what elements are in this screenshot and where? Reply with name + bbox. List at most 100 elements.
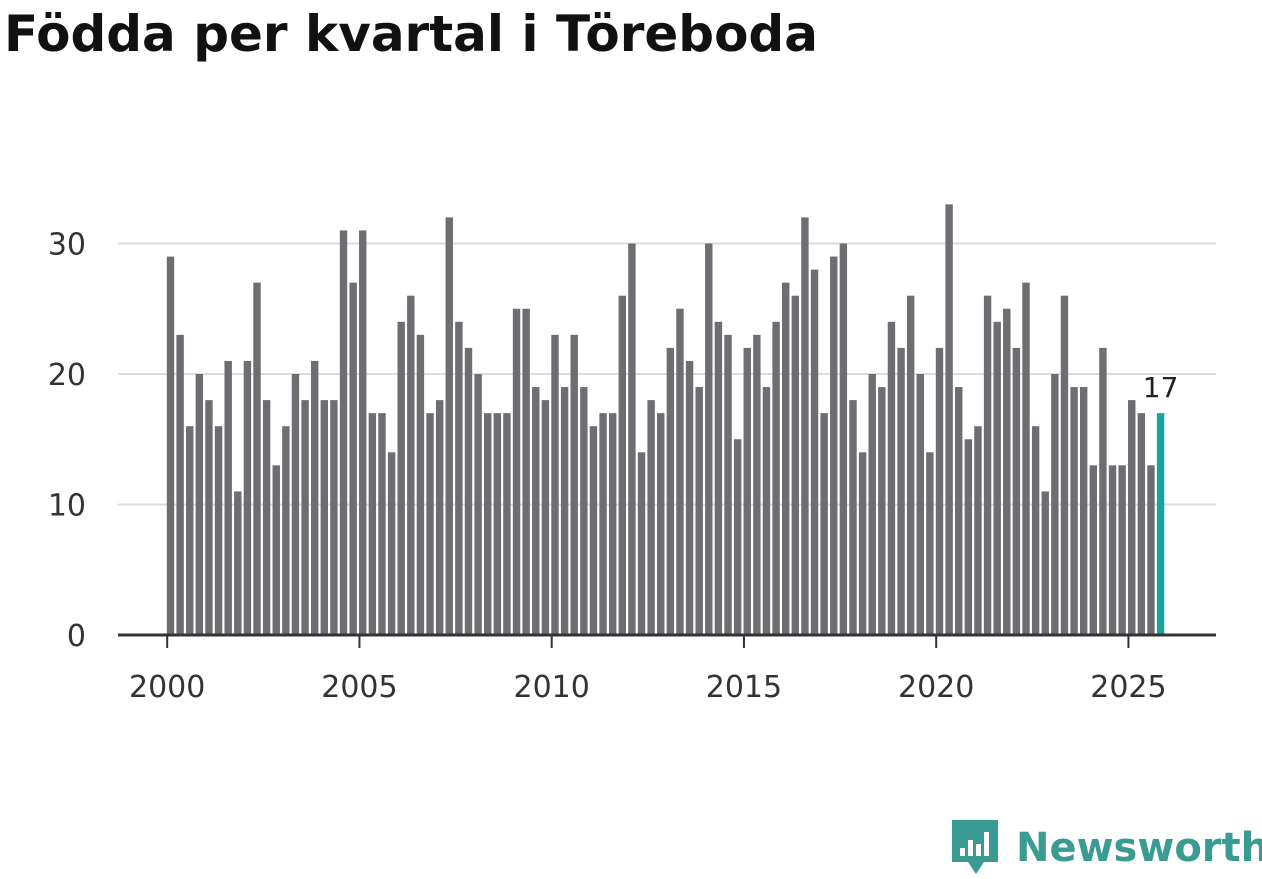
y-tick-label: 10 [48,489,86,524]
bar [830,256,838,635]
bar [195,374,204,635]
x-tick-label: 2015 [706,670,782,705]
bar [955,387,963,635]
bar [647,400,655,635]
bar [186,426,194,635]
bar [272,465,280,635]
bar [512,308,521,635]
y-axis-ticks: 0 10 20 30 [48,228,86,655]
bar [916,374,924,635]
bar [301,400,309,635]
bar [782,282,790,635]
bar [243,360,252,635]
bar-chart-speech-bubble-icon [952,820,998,874]
bar [522,308,530,635]
bar [820,413,828,635]
bar [791,295,800,635]
bar [801,217,809,635]
bar [733,439,742,635]
bar [541,400,550,635]
x-tick-label: 2005 [321,670,397,705]
bar [455,321,463,635]
bar [378,413,386,635]
y-tick-label: 20 [48,358,86,393]
bar [1118,465,1126,635]
bar [762,387,771,635]
bar [695,387,703,635]
bar [1022,282,1030,635]
bar [714,321,723,635]
bar [407,295,415,635]
bar [974,426,982,635]
bar [906,295,915,635]
bar [1070,387,1078,635]
bar [397,321,405,635]
bar [234,491,242,635]
bar [926,452,934,635]
bar [291,374,300,635]
bar [224,360,232,635]
bar [657,413,665,635]
bar [1137,413,1146,635]
x-tick-label: 2010 [514,670,590,705]
bar [310,360,319,635]
bar [589,426,598,635]
bar [858,452,867,635]
bar [637,452,646,635]
bar [1099,347,1107,635]
bar [676,308,684,635]
bar [339,230,348,635]
y-tick-label: 30 [48,228,86,263]
bar [666,347,675,635]
bar [1079,387,1088,635]
x-tick-label: 2000 [129,670,205,705]
bar [205,400,213,635]
bar [1128,400,1136,635]
bar [964,439,973,635]
bar [1051,374,1059,635]
bar-highlight [1156,413,1165,635]
x-tick-label: 2025 [1090,670,1166,705]
x-tick-label: 2020 [898,670,974,705]
brand-logo: Newsworthy [950,818,1262,878]
bar [897,347,905,635]
bar [935,347,944,635]
bar [1108,465,1117,635]
bar [532,387,540,635]
bar [474,374,482,635]
bar [387,452,396,635]
bar [1003,308,1011,635]
bar [839,243,848,635]
bar [705,243,713,635]
y-tick-label: 0 [67,619,86,654]
bar [166,256,175,635]
bar [724,334,732,635]
bar [464,347,473,635]
bar [570,334,578,635]
bar [878,387,886,635]
bar [983,295,992,635]
bar [1060,295,1069,635]
bar [1041,491,1049,635]
value-labels: 17 [1143,371,1179,404]
brand-name: Newsworthy [1016,825,1262,871]
bar [685,360,694,635]
bar [320,400,328,635]
bar [887,321,896,635]
bar [560,387,569,635]
bar [445,217,453,635]
x-axis-ticks: 2000 2005 2010 2015 2020 2025 [129,635,1167,705]
bar [618,295,626,635]
bar [435,400,444,635]
bar [1147,465,1155,635]
bar [503,413,511,635]
bar [993,321,1001,635]
bar [1031,426,1040,635]
highlight-value-label: 17 [1143,371,1179,404]
bar [416,334,425,635]
bar [426,413,434,635]
bar [743,347,751,635]
bar [368,413,377,635]
bar [282,426,290,635]
